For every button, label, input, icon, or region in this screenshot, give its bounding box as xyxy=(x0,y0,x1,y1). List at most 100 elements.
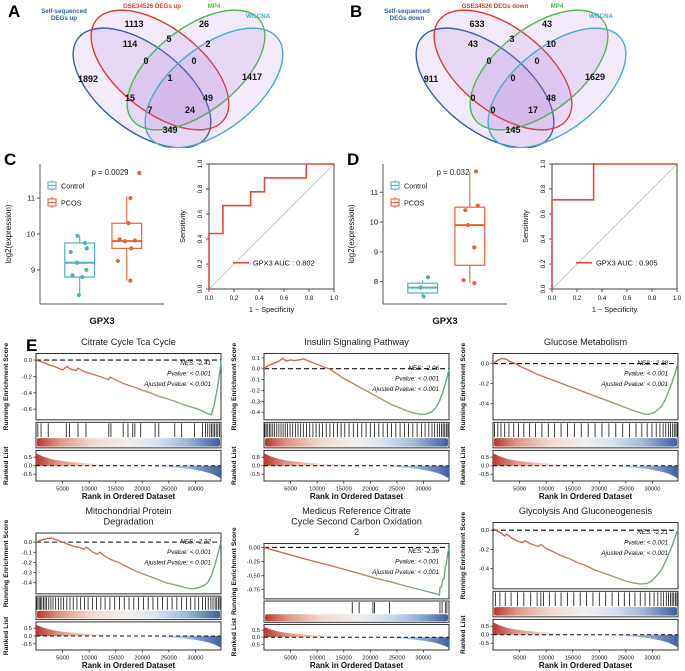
x-axis-label: Rank in Ordered Dataset xyxy=(539,492,633,501)
data-point xyxy=(137,170,142,176)
ranked-tick-label: 0.5 xyxy=(252,628,260,634)
y-axis-label: log2(expression) xyxy=(347,204,356,263)
y-axis-label-top: Running Enrichment Score xyxy=(3,519,10,607)
gsea-cell-1: Citrate Cycle Tca Cycle 0.0 -0.2 -0.4 -0.6 NE… xyxy=(0,333,228,502)
es-tick-label: -0.1 xyxy=(22,550,32,556)
pvalue-label: Pvalue: < 0.001 xyxy=(395,558,439,565)
venn-count-upper_right: 2 xyxy=(205,39,210,49)
boxplot-panel-D: 8 9 10 11 log2(expression) p = 0.032 GPX3 Contr… xyxy=(343,148,514,333)
x-axis-label: Rank in Ordered Dataset xyxy=(82,661,176,670)
es-tick-label: -0.25 xyxy=(247,559,260,565)
x-tick-label: 30000 xyxy=(644,487,660,493)
panel-letter-b: B xyxy=(350,2,363,21)
boxplot-panel-C: 9 10 11 log2(expression) p = 0.0029 GPX3 Contr… xyxy=(0,148,171,333)
enrichment-curve xyxy=(492,527,679,585)
data-point xyxy=(80,274,85,280)
gsea-title: Glycolysis And Gluconeogenesis xyxy=(519,506,653,516)
x-tick-label: 30000 xyxy=(187,656,203,662)
venn-set-label: Self-sequenced xyxy=(384,8,430,15)
x-tick-label: 30000 xyxy=(187,487,203,493)
y-axis-label-bottom: Ranked List xyxy=(460,446,467,485)
enrichment-curve xyxy=(263,357,450,416)
data-point xyxy=(74,260,80,265)
es-tick-label: 0.0 xyxy=(252,367,260,373)
venn-set-label: GSE34526 DEGs up xyxy=(123,3,181,10)
gsea-title: Degradation xyxy=(103,517,153,527)
data-point xyxy=(117,237,122,242)
x-tick-label: 10000 xyxy=(81,487,97,493)
nes-label: NES: -2.21 xyxy=(637,529,668,536)
venn-set-label: MP4 xyxy=(551,3,564,10)
legend-label: PCOS xyxy=(404,199,425,208)
venn-ellipse-set1 xyxy=(433,9,573,131)
y-axis-label-bottom: Ranked List xyxy=(3,446,10,485)
nes-label: NES: -2.36 xyxy=(408,548,439,555)
es-tick-label: -0.4 xyxy=(250,410,261,416)
x-tick-label: 15000 xyxy=(108,656,124,662)
venn-count-topright_outer: 26 xyxy=(199,19,209,29)
y-tick-label: 0.0 xyxy=(197,284,204,293)
y-axis-label: Sensitivity xyxy=(178,210,187,243)
legend-label: Control xyxy=(61,182,85,191)
y-tick-label: 10 xyxy=(370,218,378,227)
gene-label: GPX3 xyxy=(89,316,114,327)
x-tick-label: 0.4 xyxy=(598,295,607,302)
venn-count-mid_right: 0 xyxy=(534,56,539,66)
x-tick-label: 0.8 xyxy=(648,295,657,302)
enrichment-curve xyxy=(492,357,679,416)
x-tick-label: 25000 xyxy=(161,487,177,493)
ranked-tick-label: -0.5 xyxy=(22,642,32,648)
data-point xyxy=(68,249,73,255)
venn-ellipse-set2 xyxy=(469,9,609,131)
data-point xyxy=(84,246,89,251)
legend-label: Control xyxy=(404,182,428,191)
x-tick-label: 10000 xyxy=(538,487,554,493)
panel-letter-c: C xyxy=(4,150,17,169)
y-axis-label-bottom: Ranked List xyxy=(231,617,238,656)
es-tick-label: -0.6 xyxy=(22,407,32,413)
data-point xyxy=(472,245,477,250)
venn-set-label: GSE34526 DEGs down xyxy=(462,3,529,10)
data-point xyxy=(128,278,133,283)
x-tick-label: 10000 xyxy=(309,487,325,493)
pvalue-label: Pvalue: < 0.001 xyxy=(167,370,211,377)
venn-count-upper_right: 10 xyxy=(546,39,556,49)
p-value-label: p = 0.0029 xyxy=(91,168,128,177)
data-point xyxy=(128,196,133,201)
enrichment-curve xyxy=(35,357,222,416)
y-axis-label: log2(expression) xyxy=(4,204,13,263)
legend-label: PCOS xyxy=(61,199,82,208)
es-tick-label: -0.4 xyxy=(479,402,490,408)
data-point xyxy=(122,239,128,244)
x-tick-label: 30000 xyxy=(415,656,431,662)
x-tick-label: 5000 xyxy=(56,487,69,493)
diagonal-reference-line xyxy=(551,163,678,290)
x-tick-label: 20000 xyxy=(134,487,150,493)
adjusted-pvalue-label: Ajusted Pvalue: < 0.001 xyxy=(600,550,668,557)
x-tick-label: 0.6 xyxy=(623,295,632,302)
enrichment-curve xyxy=(35,537,222,590)
x-tick-label: 10000 xyxy=(538,656,554,662)
y-axis-label-top: Running Enrichment Score xyxy=(231,527,238,615)
ranked-tick-label: -0.5 xyxy=(250,642,260,648)
venn-count-bottom_right_inner: 24 xyxy=(185,105,195,115)
gsea-cell-3: Glucose Metabolism 0.0 -0.2 -0.4 NES: -2.38 P… xyxy=(457,333,685,502)
box-pcos xyxy=(454,206,486,266)
ranked-tick-label: 0.0 xyxy=(252,635,260,641)
x-tick-label: 25000 xyxy=(618,656,634,662)
y-axis-label-top: Running Enrichment Score xyxy=(460,343,467,431)
x-tick-label: 0.0 xyxy=(205,295,214,302)
data-point xyxy=(475,203,480,208)
pvalue-label: Pvalue: < 0.001 xyxy=(167,549,211,556)
ranked-tick-label: -0.5 xyxy=(479,472,489,478)
venn-count-bottom: 145 xyxy=(505,125,520,135)
gsea-cell-6: Glycolysis And Gluconeogenesis 0.0 -0.2 -0.… xyxy=(457,502,685,671)
venn-count-left_outer: 911 xyxy=(424,74,439,84)
data-point xyxy=(461,278,466,283)
ranked-tick-label: -0.5 xyxy=(250,472,260,478)
venn-set-label: MP4 xyxy=(208,3,221,10)
data-point xyxy=(70,273,75,278)
nes-label: NES: -2.41 xyxy=(180,360,211,367)
es-tick-label: -0.2 xyxy=(479,547,489,553)
x-tick-label: 25000 xyxy=(389,487,405,493)
